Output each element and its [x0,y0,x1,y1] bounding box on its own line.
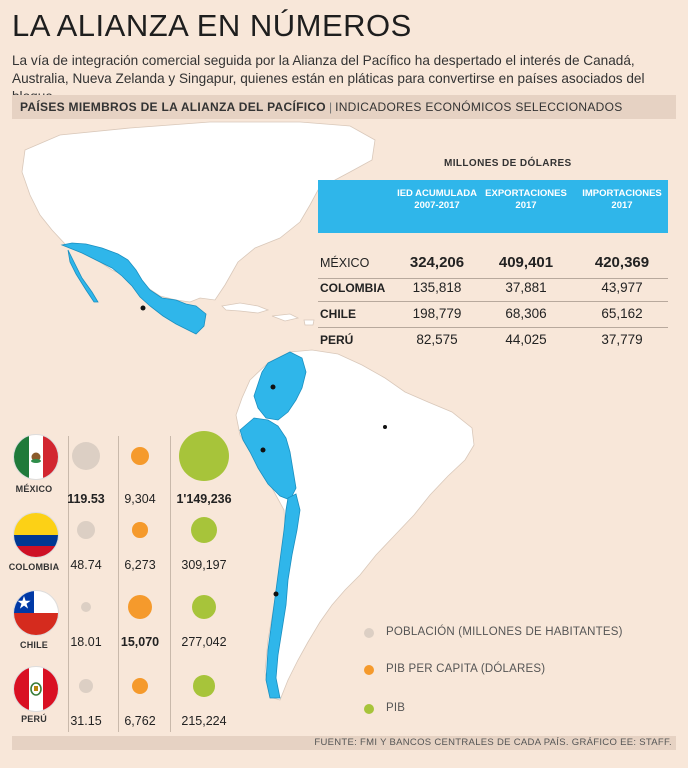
legend-swatch [364,628,374,638]
row-country: COLOMBIA [320,281,386,295]
cell-importaciones: 37,779 [601,332,643,347]
peru-shape [239,417,297,501]
legend-label: PIB PER CAPITA (DÓLARES) [386,663,546,675]
value-label-pib-per-capita: 15,070 [120,635,160,649]
value-label-pib: 277,042 [181,635,227,649]
header-ied: IED ACUMULADA 2007-2017 [397,188,477,211]
table-header: IED ACUMULADA 2007-2017 EXPORTACIONES 20… [318,180,668,233]
value-label-pib: 1'149,236 [176,492,232,506]
value-label-poblacion: 18.01 [70,635,102,649]
value-label-pib-per-capita: 6,273 [124,558,156,572]
table-row: COLOMBIA 135,818 37,881 43,977 [318,275,668,302]
cell-importaciones: 65,162 [601,306,643,321]
column-divider [68,436,69,732]
cell-exportaciones: 409,401 [498,254,554,271]
bubble-poblacion [78,678,94,694]
bubble-pib [191,594,217,620]
page-title: LA ALIANZA EN NÚMEROS [12,8,412,43]
cell-ied: 324,206 [409,254,465,271]
row-country: CHILE [320,307,356,321]
cell-importaciones: 420,369 [594,254,650,271]
table-row: PERÚ 82,575 44,025 37,779 [318,327,668,353]
cell-exportaciones: 44,025 [505,332,547,347]
cell-ied: 198,779 [412,306,462,321]
row-country: PERÚ [320,333,354,347]
chile-flag-icon [13,590,59,636]
section-title: PAÍSES MIEMBROS DE LA ALIANZA DEL PACÍFI… [20,100,326,114]
bubble-pib-per-capita [132,522,148,538]
row-country: MÉXICO [320,256,370,270]
peru-flag-icon [13,666,59,712]
section-subtitle: INDICADORES ECONÓMICOS SELECCIONADOS [335,100,623,114]
header-importaciones: IMPORTACIONES 2017 [582,188,662,211]
legend-label: PIB [386,702,406,714]
country-label-mexico: MÉXICO [15,484,53,494]
bubble-pib-per-capita [130,446,150,466]
country-label-chile: CHILE [20,640,48,650]
header-exportaciones: EXPORTACIONES 2017 [485,188,567,211]
value-label-poblacion: 48.74 [70,558,102,572]
cell-exportaciones: 68,306 [505,306,547,321]
bubble-pib [191,517,217,543]
bubble-poblacion [80,601,92,613]
santiago-dot [273,591,279,597]
lima-dot [260,447,266,453]
value-label-pib: 215,224 [181,714,227,728]
brasilia-dot [383,425,387,429]
cell-ied: 135,818 [412,280,462,295]
mexico-capital-dot [140,305,146,311]
country-label-peru: PERÚ [21,714,47,724]
column-divider [118,436,119,732]
value-label-pib-per-capita: 6,762 [124,714,156,728]
value-label-poblacion: 119.53 [67,492,105,506]
south-america-land [235,349,475,701]
value-label-pib: 309,197 [181,558,227,572]
source-footer: FUENTE: FMI Y BANCOS CENTRALES DE CADA P… [12,736,676,750]
bogota-dot [270,384,276,390]
americas-map [21,121,475,701]
bubble-pib-per-capita [128,595,152,619]
chile-shape [265,493,301,699]
country-label-colombia: COLOMBIA [8,562,60,572]
mexico-shape [60,242,207,335]
legend-swatch [364,704,374,714]
colombia-flag-icon [13,512,59,558]
table-row: MÉXICO 324,206 409,401 420,369 [318,248,668,279]
value-label-pib-per-capita: 9,304 [124,492,156,506]
legend-label: POBLACIÓN (MILLONES DE HABITANTES) [386,626,623,638]
bubble-pib-per-capita [131,677,149,695]
cell-exportaciones: 37,881 [505,280,547,295]
bubble-poblacion [77,521,95,539]
bubble-pib [179,431,229,481]
capital-markers [140,305,387,597]
cell-ied: 82,575 [416,332,458,347]
legend-swatch [364,665,374,675]
table-row: CHILE 198,779 68,306 65,162 [318,301,668,328]
table-title: MILLONES DE DÓLARES [444,158,572,169]
section-separator: | [328,100,333,114]
member-countries [60,242,307,699]
mexico-flag-icon [13,434,59,480]
section-header: PAÍSES MIEMBROS DE LA ALIANZA DEL PACÍFI… [12,95,676,119]
value-label-poblacion: 31.15 [70,714,102,728]
column-divider [170,436,171,732]
colombia-shape [253,351,307,421]
cell-importaciones: 43,977 [601,280,643,295]
bubble-pib [193,675,215,697]
caribbean-islands [221,302,315,326]
bubble-poblacion [72,442,100,470]
